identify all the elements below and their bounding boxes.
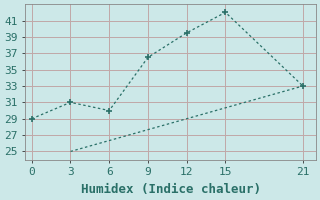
- X-axis label: Humidex (Indice chaleur): Humidex (Indice chaleur): [81, 183, 260, 196]
